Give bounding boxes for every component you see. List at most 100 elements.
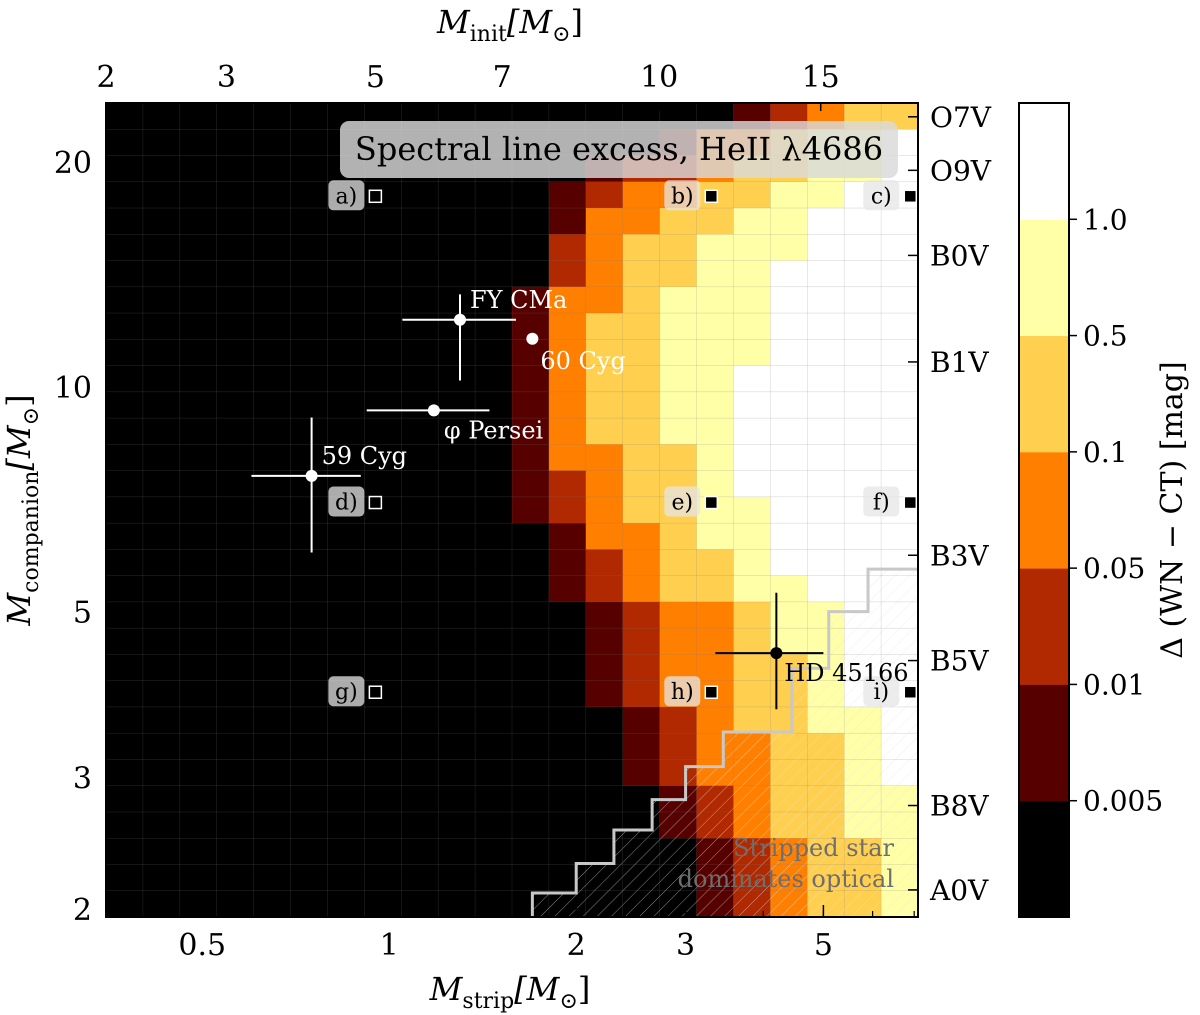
- heatmap-cell: [512, 733, 550, 761]
- x-top-tick-label: 5: [366, 60, 385, 95]
- heatmap-cell: [622, 286, 661, 314]
- heatmap-cell: [216, 129, 255, 157]
- heatmap-cell: [253, 549, 292, 577]
- heatmap-cell: [401, 706, 439, 734]
- heatmap-cell: [733, 181, 771, 209]
- colorbar-segment: [1019, 800, 1069, 918]
- heatmap-cell: [364, 601, 402, 629]
- heatmap-cell: [733, 654, 771, 682]
- heatmap-cell: [438, 628, 476, 656]
- heatmap-cell: [106, 680, 144, 708]
- heatmap-cell: [438, 549, 476, 577]
- heatmap-cell: [844, 339, 882, 367]
- model-label: d): [335, 491, 358, 516]
- heatmap-cell: [548, 208, 587, 235]
- heatmap-cell: [548, 418, 587, 445]
- heatmap-cell: [179, 444, 218, 472]
- heatmap-cell: [142, 549, 181, 577]
- heatmap-cell: [696, 601, 735, 629]
- heatmap-cell: [290, 339, 329, 367]
- heatmap-cell: [216, 838, 255, 866]
- heatmap-cell: [548, 444, 587, 472]
- heatmap-cell: [253, 444, 292, 472]
- heatmap-cell: [401, 628, 439, 656]
- heatmap-cell: [253, 864, 292, 892]
- heatmap-cell: [290, 575, 329, 603]
- heatmap-cell: [585, 733, 624, 761]
- heatmap-cell: [142, 286, 181, 314]
- model-label: e): [672, 491, 694, 516]
- heatmap-cell: [512, 208, 550, 235]
- heatmap-cell: [106, 549, 144, 577]
- heatmap-cell: [179, 838, 218, 866]
- heatmap-cell: [659, 260, 698, 288]
- observed-point: [427, 404, 440, 417]
- heatmap-cell: [475, 706, 513, 734]
- heatmap-cell: [733, 496, 771, 524]
- heatmap-cell: [216, 418, 255, 445]
- x-top-tick-label: 7: [493, 60, 512, 95]
- model-label-box: [328, 676, 365, 707]
- heatmap-cell: [253, 890, 292, 918]
- heatmap-cell: [548, 838, 587, 866]
- heatmap-cell: [622, 418, 661, 445]
- spectral-type-label: B5V: [930, 645, 989, 678]
- colorbar-tick-label: 1.0: [1083, 203, 1128, 236]
- heatmap-cell: [179, 313, 218, 340]
- heatmap-cell: [622, 759, 661, 787]
- heatmap-cell: [512, 759, 550, 787]
- heatmap-cell: [401, 601, 439, 629]
- heatmap-cell: [401, 838, 439, 866]
- heatmap-cell: [548, 549, 587, 577]
- heatmap-cell: [364, 496, 402, 524]
- colorbar-segment: [1019, 568, 1069, 685]
- heatmap-cell: [438, 706, 476, 734]
- model-label-box: [328, 180, 365, 211]
- heatmap-cell: [401, 680, 439, 708]
- heatmap-cell: [585, 680, 624, 708]
- boundary-line: [530, 567, 918, 917]
- heatmap-cell: [807, 313, 845, 340]
- observed-label: FY CMa: [470, 286, 567, 314]
- heatmap-cell: [512, 549, 550, 577]
- heatmap-cell: [106, 811, 144, 839]
- heatmap-cell: [585, 365, 624, 393]
- stripped-label-line1: Stripped star: [733, 834, 894, 862]
- heatmap-cell: [475, 418, 513, 445]
- heatmap-cell: [179, 654, 218, 682]
- heatmap-cell: [622, 181, 661, 209]
- heatmap-cell: [290, 496, 329, 524]
- heatmap-cell: [401, 575, 439, 603]
- heatmap-cell: [548, 234, 587, 262]
- heatmap-cell: [179, 706, 218, 734]
- heatmap-cell: [401, 470, 439, 498]
- heatmap-cell: [142, 680, 181, 708]
- heatmap-cell: [733, 680, 771, 708]
- heatmap-cell: [106, 365, 144, 393]
- spectral-type-label: B8V: [930, 790, 989, 823]
- heatmap-cell: [106, 313, 144, 340]
- heatmap-cell: [438, 523, 476, 550]
- heatmap-cell: [253, 601, 292, 629]
- heatmap-cell: [438, 759, 476, 787]
- heatmap-cell: [548, 654, 587, 682]
- heatmap-cell: [327, 365, 365, 393]
- heatmap-cell: [216, 155, 255, 183]
- heatmap-cell: [364, 811, 402, 839]
- heatmap-cell: [327, 838, 365, 866]
- heatmap-cell: [216, 706, 255, 734]
- heatmap-cell: [770, 365, 808, 393]
- heatmap-cell: [881, 208, 919, 235]
- heatmap-cell: [622, 470, 661, 498]
- model-h: h): [664, 676, 719, 707]
- model-marker: [903, 495, 918, 510]
- heatmap-cell: [106, 286, 144, 314]
- colorbar-tick-label: 0.005: [1083, 785, 1163, 818]
- heatmap-cell: [179, 601, 218, 629]
- heatmap-cell: [733, 391, 771, 419]
- stripped-label-line2: dominates optical: [678, 865, 894, 893]
- heatmap-cell: [364, 759, 402, 787]
- heatmap-cell: [881, 365, 919, 393]
- heatmap-cell: [475, 313, 513, 340]
- heatmap-cell: [438, 418, 476, 445]
